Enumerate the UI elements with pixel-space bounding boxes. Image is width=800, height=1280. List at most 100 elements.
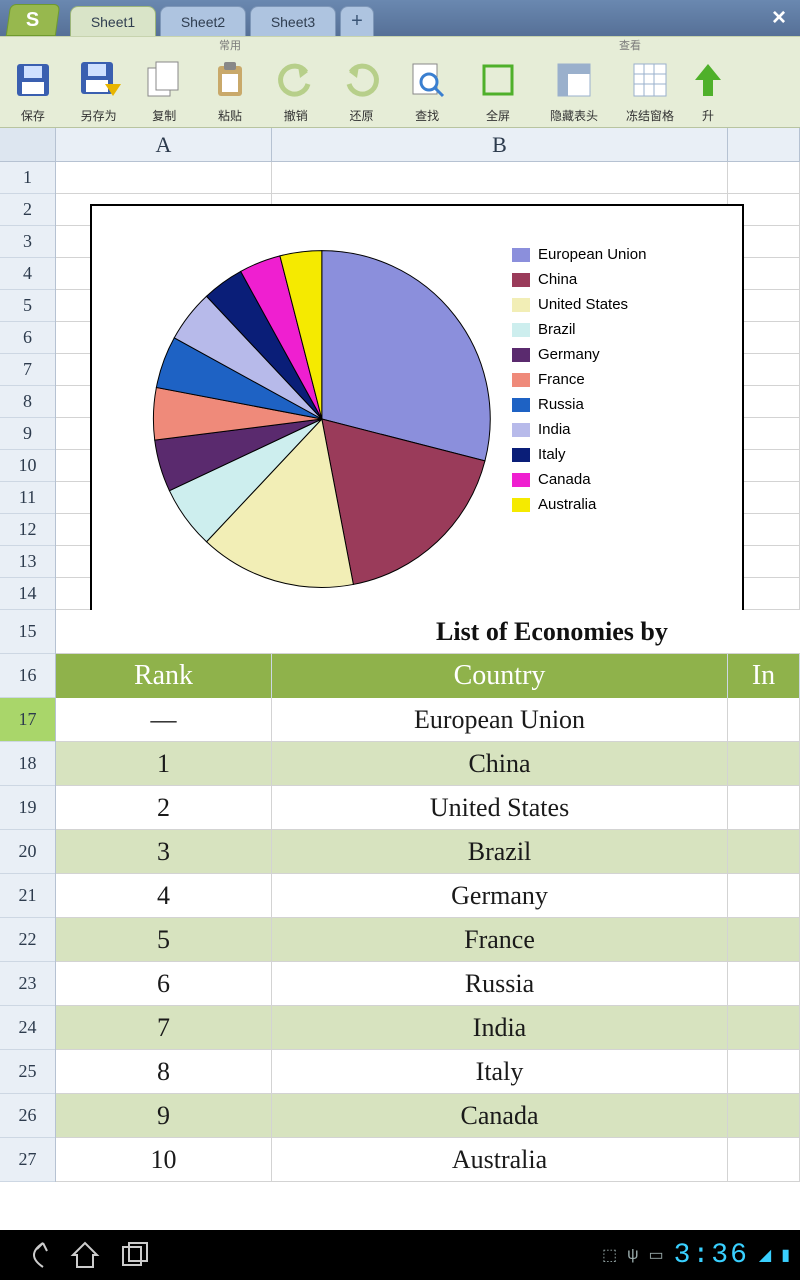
table-row[interactable]: 3Brazil [56,830,800,874]
row-header[interactable]: 18 [0,742,55,786]
row-header[interactable]: 3 [0,226,55,258]
row-header[interactable]: 23 [0,962,55,1006]
table-row[interactable]: 1China [56,742,800,786]
cell-rank[interactable]: 6 [56,962,272,1005]
cell-rank[interactable]: 4 [56,874,272,917]
saveas-button[interactable]: 另存为 [66,51,132,127]
cell-extra[interactable] [728,1094,800,1137]
table-title[interactable]: List of Economies by [56,610,800,654]
table-header-cell[interactable]: In [728,654,800,698]
cell-rank[interactable]: — [56,698,272,741]
cell-extra[interactable] [728,1050,800,1093]
save-button[interactable]: 保存 [0,51,66,127]
column-header-C[interactable] [728,128,800,161]
row-header[interactable]: 1 [0,162,55,194]
cell-extra[interactable] [728,1006,800,1049]
cell-country[interactable]: United States [272,786,728,829]
undo-button[interactable]: 撤销 [263,51,329,127]
cell-extra[interactable] [728,1138,800,1181]
row-header[interactable]: 5 [0,290,55,322]
table-row[interactable]: 6Russia [56,962,800,1006]
table-header-cell[interactable]: Rank [56,654,272,698]
row-header[interactable]: 14 [0,578,55,610]
freeze-button[interactable]: 冻结窗格 [612,51,688,127]
cell-extra[interactable] [728,742,800,785]
cell-country[interactable]: China [272,742,728,785]
row-header[interactable]: 25 [0,1050,55,1094]
row-header[interactable]: 10 [0,450,55,482]
hidehead-button[interactable]: 隐藏表头 [536,51,612,127]
table-row[interactable]: 4Germany [56,874,800,918]
cell-extra[interactable] [728,918,800,961]
cell-country[interactable]: Russia [272,962,728,1005]
home-icon[interactable] [60,1235,110,1275]
sheet-tab[interactable]: Sheet1 [70,6,156,36]
table-header-row[interactable]: RankCountryIn [56,654,800,698]
cell-country[interactable]: Brazil [272,830,728,873]
cell-country[interactable]: France [272,918,728,961]
copy-button[interactable]: 复制 [131,51,197,127]
fullscreen-button[interactable]: 全屏 [460,51,536,127]
cell-rank[interactable]: 8 [56,1050,272,1093]
row-header[interactable]: 13 [0,546,55,578]
row-header[interactable]: 9 [0,418,55,450]
column-header-B[interactable]: B [272,128,728,161]
table-row[interactable]: 10Australia [56,1138,800,1182]
table-row[interactable]: 2United States [56,786,800,830]
add-sheet-button[interactable]: + [340,6,374,36]
up-button[interactable]: 升 [688,51,728,127]
sheet-tab[interactable]: Sheet3 [250,6,336,36]
redo-button[interactable]: 还原 [329,51,395,127]
cell-country[interactable]: Italy [272,1050,728,1093]
table-row[interactable]: 7India [56,1006,800,1050]
cell-rank[interactable]: 5 [56,918,272,961]
table-row[interactable]: 9Canada [56,1094,800,1138]
cell-rank[interactable]: 10 [56,1138,272,1181]
cell-country[interactable]: European Union [272,698,728,741]
paste-button[interactable]: 粘贴 [197,51,263,127]
row-header[interactable]: 15 [0,610,55,654]
table-header-cell[interactable]: Country [272,654,728,698]
sheet-tab[interactable]: Sheet2 [160,6,246,36]
pie-chart[interactable]: European UnionChinaUnited StatesBrazilGe… [90,204,744,634]
row-header[interactable]: 22 [0,918,55,962]
row-header[interactable]: 24 [0,1006,55,1050]
cell-rank[interactable]: 2 [56,786,272,829]
cell-extra[interactable] [728,786,800,829]
row-header[interactable]: 4 [0,258,55,290]
cell-extra[interactable] [728,698,800,741]
row-header[interactable]: 26 [0,1094,55,1138]
back-icon[interactable] [10,1235,60,1275]
column-header-A[interactable]: A [56,128,272,161]
cell-country[interactable]: Canada [272,1094,728,1137]
row-header[interactable]: 20 [0,830,55,874]
row-header[interactable]: 6 [0,322,55,354]
row-header[interactable]: 16 [0,654,55,698]
table-row[interactable]: 5France [56,918,800,962]
cell-rank[interactable]: 9 [56,1094,272,1137]
row-header[interactable]: 2 [0,194,55,226]
close-icon[interactable]: × [772,4,786,32]
row-header[interactable]: 27 [0,1138,55,1182]
row-header[interactable]: 11 [0,482,55,514]
row-header[interactable]: 19 [0,786,55,830]
cell-country[interactable]: Germany [272,874,728,917]
cell-country[interactable]: Australia [272,1138,728,1181]
cell-extra[interactable] [728,830,800,873]
row-header[interactable]: 12 [0,514,55,546]
cell-row[interactable] [56,162,800,194]
row-header[interactable]: 21 [0,874,55,918]
recent-icon[interactable] [110,1235,160,1275]
row-header[interactable]: 7 [0,354,55,386]
app-icon[interactable]: S [6,4,60,36]
cell-extra[interactable] [728,874,800,917]
cell-rank[interactable]: 7 [56,1006,272,1049]
cell-extra[interactable] [728,962,800,1005]
cell-rank[interactable]: 1 [56,742,272,785]
select-all-cell[interactable] [0,128,56,161]
row-header[interactable]: 8 [0,386,55,418]
cell-country[interactable]: India [272,1006,728,1049]
table-row[interactable]: —European Union [56,698,800,742]
table-row[interactable]: 8Italy [56,1050,800,1094]
row-header[interactable]: 17 [0,698,55,742]
